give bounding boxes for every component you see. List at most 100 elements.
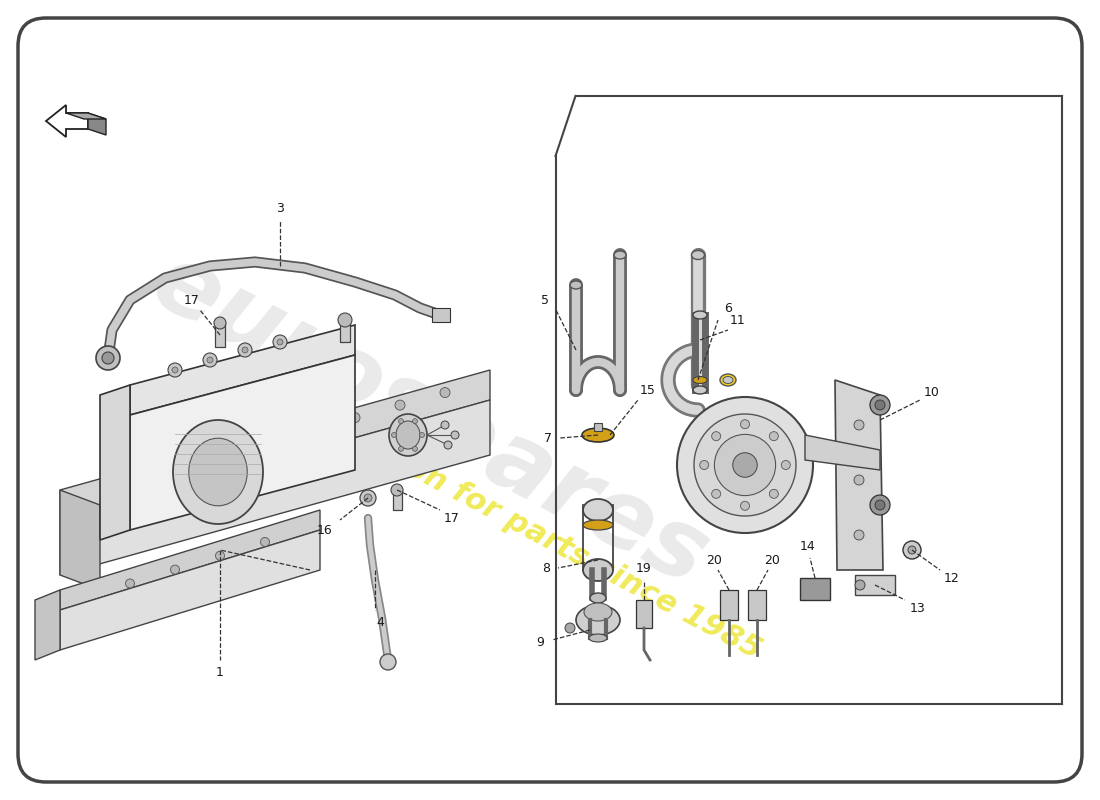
Ellipse shape xyxy=(583,559,613,581)
Circle shape xyxy=(207,357,213,363)
Circle shape xyxy=(172,367,178,373)
Polygon shape xyxy=(60,530,320,650)
Circle shape xyxy=(781,461,790,470)
Text: a passion for parts since 1985: a passion for parts since 1985 xyxy=(294,395,766,665)
Circle shape xyxy=(740,420,749,429)
Circle shape xyxy=(714,434,775,495)
Bar xyxy=(340,320,350,342)
Circle shape xyxy=(712,490,720,498)
Polygon shape xyxy=(88,113,106,135)
Circle shape xyxy=(740,502,749,510)
Bar xyxy=(636,600,652,628)
Bar xyxy=(432,308,450,322)
Circle shape xyxy=(733,453,757,478)
Polygon shape xyxy=(805,435,880,470)
Circle shape xyxy=(412,446,418,451)
Polygon shape xyxy=(60,370,490,520)
Ellipse shape xyxy=(693,377,707,383)
Bar xyxy=(393,490,402,510)
Circle shape xyxy=(855,580,865,590)
Polygon shape xyxy=(60,490,100,590)
Polygon shape xyxy=(35,590,60,660)
Polygon shape xyxy=(46,105,88,137)
Circle shape xyxy=(204,353,217,367)
Bar xyxy=(720,590,738,620)
FancyBboxPatch shape xyxy=(18,18,1082,782)
Ellipse shape xyxy=(583,499,613,521)
Text: 19: 19 xyxy=(636,562,652,574)
Ellipse shape xyxy=(723,377,733,383)
Circle shape xyxy=(305,426,315,435)
Circle shape xyxy=(444,441,452,449)
Polygon shape xyxy=(130,355,355,530)
Circle shape xyxy=(170,463,180,473)
Ellipse shape xyxy=(590,593,606,603)
Circle shape xyxy=(214,450,225,460)
Bar xyxy=(800,578,830,600)
Text: 15: 15 xyxy=(640,383,656,397)
Circle shape xyxy=(216,551,224,560)
Circle shape xyxy=(412,418,418,424)
Circle shape xyxy=(379,654,396,670)
Circle shape xyxy=(870,395,890,415)
Circle shape xyxy=(908,546,916,554)
Circle shape xyxy=(395,400,405,410)
Circle shape xyxy=(125,579,134,588)
Bar xyxy=(214,323,225,347)
Ellipse shape xyxy=(582,428,614,442)
Bar xyxy=(748,590,766,620)
Circle shape xyxy=(398,418,404,424)
Circle shape xyxy=(273,335,287,349)
Circle shape xyxy=(338,313,352,327)
Ellipse shape xyxy=(588,634,607,642)
Text: 16: 16 xyxy=(317,523,333,537)
Circle shape xyxy=(170,565,179,574)
Text: 17: 17 xyxy=(444,511,460,525)
Circle shape xyxy=(854,530,864,540)
Circle shape xyxy=(242,347,248,353)
Circle shape xyxy=(451,431,459,439)
Text: 7: 7 xyxy=(544,431,552,445)
Text: 14: 14 xyxy=(800,541,816,554)
Circle shape xyxy=(238,343,252,357)
Polygon shape xyxy=(66,113,106,119)
Circle shape xyxy=(214,317,225,329)
Ellipse shape xyxy=(389,414,427,456)
Ellipse shape xyxy=(692,250,704,259)
Text: 9: 9 xyxy=(536,635,543,649)
Text: 5: 5 xyxy=(541,294,549,306)
Circle shape xyxy=(854,475,864,485)
Text: 4: 4 xyxy=(376,615,384,629)
Circle shape xyxy=(277,339,283,345)
Circle shape xyxy=(769,490,779,498)
Polygon shape xyxy=(130,325,355,415)
Text: 10: 10 xyxy=(924,386,939,399)
Text: eurospares: eurospares xyxy=(136,234,724,606)
Ellipse shape xyxy=(693,386,707,394)
Circle shape xyxy=(261,538,270,546)
Ellipse shape xyxy=(173,420,263,524)
Polygon shape xyxy=(60,400,490,575)
Text: 20: 20 xyxy=(764,554,780,566)
Circle shape xyxy=(870,495,890,515)
Polygon shape xyxy=(60,510,320,610)
Circle shape xyxy=(441,421,449,429)
Ellipse shape xyxy=(584,603,612,621)
Text: 6: 6 xyxy=(724,302,732,314)
Text: 1: 1 xyxy=(216,666,224,678)
Circle shape xyxy=(874,400,886,410)
Circle shape xyxy=(676,397,813,533)
Circle shape xyxy=(96,346,120,370)
Circle shape xyxy=(125,475,135,486)
Circle shape xyxy=(360,490,376,506)
Text: 8: 8 xyxy=(542,562,550,574)
Ellipse shape xyxy=(576,605,620,635)
Circle shape xyxy=(390,484,403,496)
Ellipse shape xyxy=(583,520,613,530)
Circle shape xyxy=(260,438,270,448)
Circle shape xyxy=(398,446,404,451)
Circle shape xyxy=(854,420,864,430)
Text: 13: 13 xyxy=(910,602,926,614)
Circle shape xyxy=(102,352,114,364)
Circle shape xyxy=(712,432,720,441)
